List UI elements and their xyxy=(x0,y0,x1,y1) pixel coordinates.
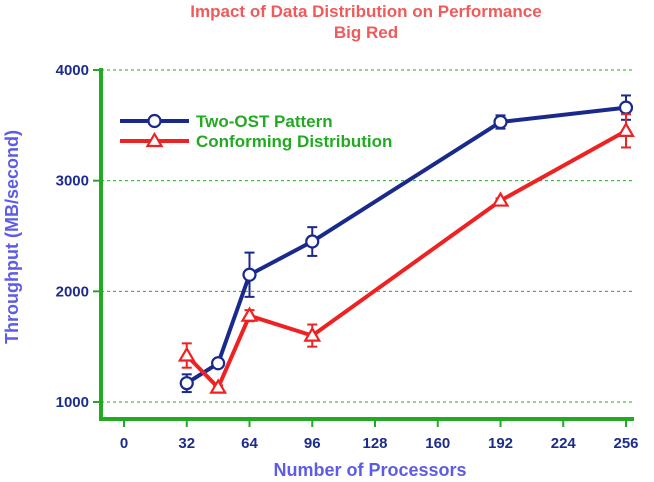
data-point-1-3 xyxy=(303,326,322,342)
data-point-1-4 xyxy=(491,191,510,207)
x-tick-label-64: 64 xyxy=(241,435,258,452)
tick-labels: 1000 2000 3000 4000 0 32 64 96 128 160 192 224 256 xyxy=(56,62,639,452)
legend-label-conforming: Conforming Distribution xyxy=(196,132,392,151)
series-0 xyxy=(179,94,634,394)
legend-label-two-ost: Two-OST Pattern xyxy=(196,112,333,131)
legend-marker-two-ost xyxy=(147,113,162,129)
y-tick-label-2000: 2000 xyxy=(56,283,89,300)
legend: Two-OST Pattern Conforming Distribution xyxy=(120,112,392,151)
x-tick-label-128: 128 xyxy=(362,435,387,452)
y-tick-label-3000: 3000 xyxy=(56,173,89,190)
x-tick-label-32: 32 xyxy=(178,435,195,452)
chart-subtitle: Big Red xyxy=(334,23,398,42)
x-tick-label-224: 224 xyxy=(551,435,577,452)
x-tick-label-160: 160 xyxy=(425,435,450,452)
series xyxy=(177,94,635,394)
y-tick-label-1000: 1000 xyxy=(56,394,89,411)
data-point-1-5 xyxy=(617,121,635,137)
x-tick-label-96: 96 xyxy=(304,435,321,452)
data-point-0-4 xyxy=(493,114,508,130)
x-axis-label: Number of Processors xyxy=(273,460,466,480)
data-point-0-3 xyxy=(305,234,320,249)
data-point-0-5 xyxy=(618,100,634,115)
data-point-1-0 xyxy=(177,346,196,362)
data-point-1-1 xyxy=(209,378,228,394)
series-1 xyxy=(177,113,635,394)
data-point-0-1 xyxy=(211,356,226,371)
grid xyxy=(101,69,634,403)
x-tick-label-0: 0 xyxy=(120,435,128,452)
series-line-1 xyxy=(185,129,627,390)
y-tick-label-4000: 4000 xyxy=(56,62,89,79)
axes xyxy=(93,68,634,427)
data-point-1-2 xyxy=(240,306,259,322)
x-tick-label-256: 256 xyxy=(613,435,638,452)
legend-marker-conforming xyxy=(145,131,164,148)
data-point-0-2 xyxy=(242,267,257,282)
chart-title: Impact of Data Distribution on Performan… xyxy=(190,2,541,21)
x-tick-label-192: 192 xyxy=(488,435,513,452)
y-axis-label: Throughput (MB/second) xyxy=(2,130,22,344)
data-point-0-0 xyxy=(179,376,194,391)
